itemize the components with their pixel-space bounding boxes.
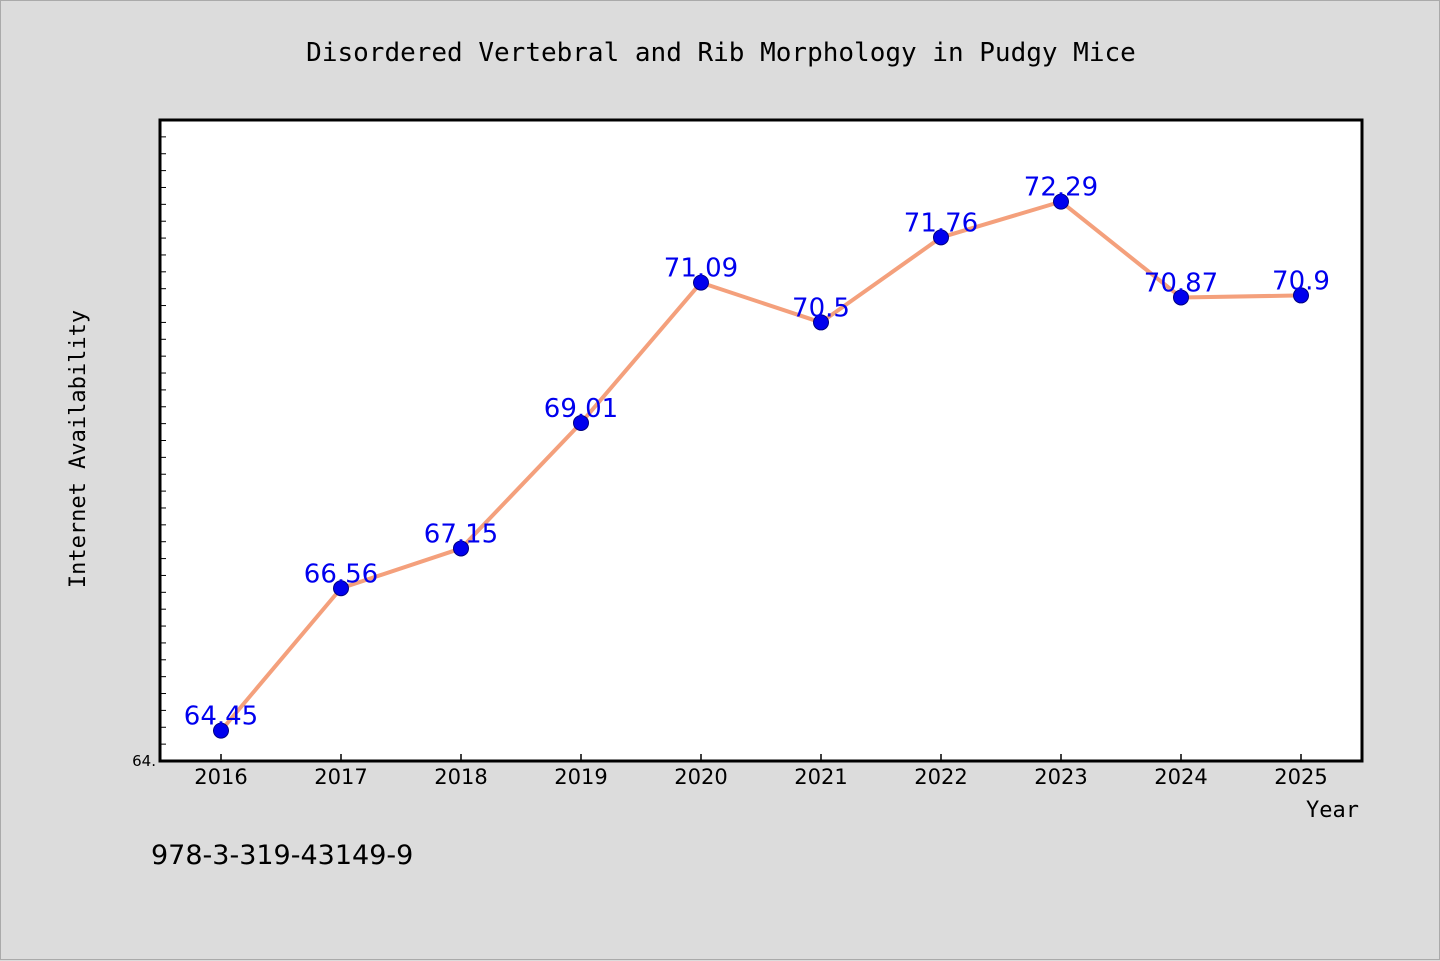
y-axis-label: Internet Availability — [66, 310, 91, 588]
data-label: 66.56 — [304, 559, 378, 589]
x-tick-label: 2023 — [1034, 765, 1087, 789]
data-point-marker — [933, 229, 949, 246]
x-tick-label: 2017 — [314, 765, 367, 789]
data-label: 70.87 — [1144, 268, 1218, 298]
y-axis-ticks — [160, 136, 166, 745]
data-label: 69.01 — [544, 394, 618, 424]
y-min-tick-label: 64. — [132, 752, 156, 770]
x-axis-ticks: 2016 2017 2018 2019 2020 2021 2022 2023 2024 2025 — [194, 754, 1328, 789]
data-point-marker — [1293, 287, 1309, 304]
data-point-marker — [213, 722, 229, 739]
data-point-marker — [333, 580, 349, 597]
series-group: 64.45 66.56 67.15 69.01 71.09 70.5 71.76 72.29 7… — [184, 173, 1330, 739]
x-tick-label: 2020 — [674, 765, 727, 789]
data-label: 70.9 — [1272, 266, 1330, 296]
x-tick-label: 2019 — [554, 765, 607, 789]
data-label: 71.09 — [664, 254, 738, 284]
data-point-marker — [693, 274, 709, 291]
chart-title: Disordered Vertebral and Rib Morphology … — [306, 38, 1136, 68]
data-label: 67.15 — [424, 519, 498, 549]
data-label: 64.45 — [184, 702, 258, 732]
x-tick-label: 2025 — [1274, 765, 1327, 789]
x-tick-label: 2016 — [194, 765, 247, 789]
data-point-marker — [813, 314, 829, 331]
data-point-marker — [1053, 193, 1069, 210]
series-line — [219, 199, 1302, 732]
data-point-marker — [453, 540, 469, 557]
isbn-footer: 978-3-319-43149-9 — [151, 840, 413, 871]
plot-area — [158, 118, 1364, 763]
x-tick-label: 2021 — [794, 765, 847, 789]
data-point-marker — [573, 414, 589, 431]
x-tick-label: 2022 — [914, 765, 967, 789]
data-point-marker — [1173, 289, 1189, 306]
x-tick-label: 2024 — [1154, 765, 1207, 789]
x-axis-label: Year — [1306, 798, 1359, 823]
x-tick-label: 2018 — [434, 765, 487, 789]
data-label: 72.29 — [1024, 173, 1098, 203]
data-label: 70.5 — [792, 293, 850, 323]
data-label: 71.76 — [904, 208, 978, 238]
